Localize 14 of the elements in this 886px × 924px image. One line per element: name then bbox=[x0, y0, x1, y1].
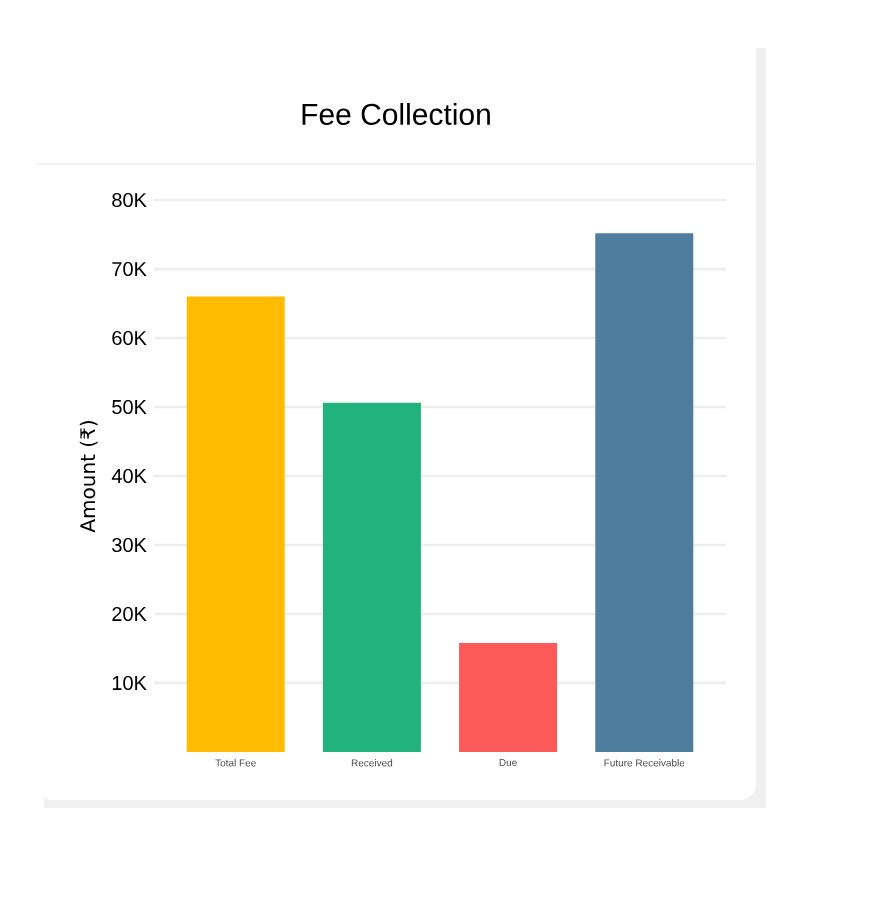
y-tick-label: 50K bbox=[112, 399, 147, 415]
bar bbox=[322, 402, 421, 752]
y-tick-label: 40K bbox=[111, 468, 147, 484]
y-tick-label: 70K bbox=[112, 261, 147, 277]
y-tick-label: 80K bbox=[112, 192, 147, 208]
y-axis-title: Amount (₹) bbox=[79, 421, 98, 533]
bar bbox=[459, 642, 558, 752]
bar bbox=[186, 296, 285, 752]
chart-title: Fee Collection bbox=[302, 102, 490, 125]
y-tick-label: 10K bbox=[112, 675, 147, 691]
y-tick-label: 30K bbox=[112, 537, 147, 553]
y-tick-label: 60K bbox=[112, 330, 147, 346]
y-tick-label: 20K bbox=[112, 606, 147, 622]
bar bbox=[595, 233, 694, 752]
